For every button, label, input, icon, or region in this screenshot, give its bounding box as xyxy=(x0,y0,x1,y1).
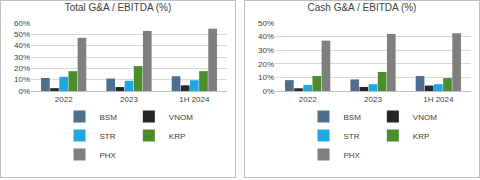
svg-text:20%: 20% xyxy=(14,64,30,73)
svg-text:1H 2024: 1H 2024 xyxy=(423,94,454,104)
svg-text:STR: STR xyxy=(100,132,116,141)
svg-text:0%: 0% xyxy=(262,87,274,96)
svg-text:KRP: KRP xyxy=(169,132,185,141)
svg-text:2022: 2022 xyxy=(298,94,317,104)
svg-text:40%: 40% xyxy=(14,41,30,50)
svg-text:1H 2024: 1H 2024 xyxy=(179,94,210,104)
svg-text:40%: 40% xyxy=(258,32,274,41)
svg-text:2023: 2023 xyxy=(364,94,382,104)
svg-text:60%: 60% xyxy=(14,19,30,28)
svg-text:BSM: BSM xyxy=(100,113,118,122)
svg-text:2022: 2022 xyxy=(54,94,73,104)
svg-text:PHX: PHX xyxy=(100,151,117,160)
svg-text:STR: STR xyxy=(344,132,360,141)
svg-text:50%: 50% xyxy=(258,19,274,28)
svg-text:10%: 10% xyxy=(258,73,274,82)
svg-text:50%: 50% xyxy=(14,30,30,39)
svg-text:Total G&A / EBITDA (%): Total G&A / EBITDA (%) xyxy=(65,2,172,13)
svg-text:Cash G&A / EBITDA (%): Cash G&A / EBITDA (%) xyxy=(308,2,417,13)
svg-text:10%: 10% xyxy=(14,75,30,84)
svg-text:30%: 30% xyxy=(258,46,274,55)
svg-text:0%: 0% xyxy=(18,87,30,96)
svg-text:KRP: KRP xyxy=(413,132,429,141)
svg-text:20%: 20% xyxy=(258,60,274,69)
svg-text:BSM: BSM xyxy=(344,113,362,122)
svg-text:PHX: PHX xyxy=(344,151,361,160)
svg-text:VNOM: VNOM xyxy=(169,113,193,122)
svg-text:VNOM: VNOM xyxy=(413,113,437,122)
svg-text:2023: 2023 xyxy=(120,94,138,104)
svg-text:30%: 30% xyxy=(14,53,30,62)
